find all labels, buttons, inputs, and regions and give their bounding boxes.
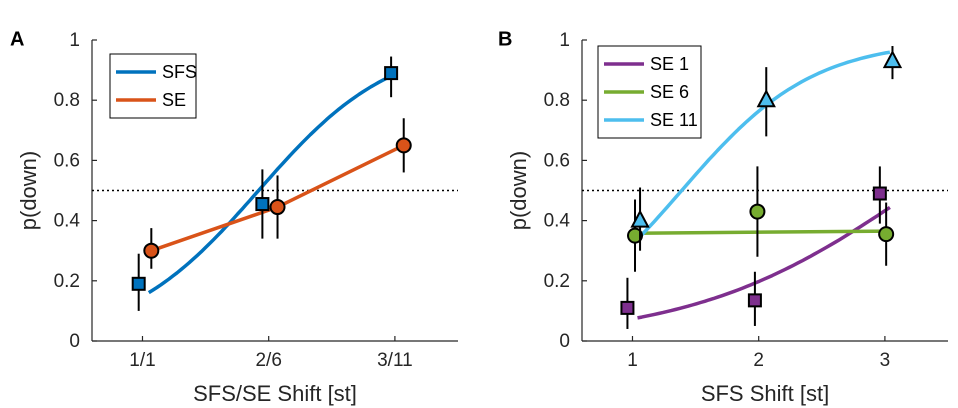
data-point-sfs [131,276,146,291]
panel-a: A 0 0.2 0.4 0.6 0.8 1 1/1 2/6 3/11 SFS/SE Shift [s… [10,28,458,406]
data-point-se-11 [630,209,650,228]
x-tick-label: 3 [880,350,891,371]
x-tick-label: 1 [627,350,638,371]
legend-label: SFS [162,62,197,82]
y-tick-label: 0 [559,331,570,352]
x-tick-label: 2/6 [255,350,281,371]
legend-label: SE [162,90,186,110]
legend-label: SE 11 [650,110,698,130]
fit-line-se-1 [637,205,891,320]
data-point-se-6 [627,227,644,244]
data-point-sfs [255,197,270,212]
x-axis-label: SFS/SE Shift [st] [193,381,357,406]
legend-label: SE 1 [650,54,689,74]
data-point-se [143,242,160,259]
panel-letter: A [10,28,24,50]
data-point-sfs [384,66,399,81]
x-tick-label: 1/1 [129,350,155,371]
y-tick-label: 0.2 [54,271,80,292]
y-tick-label: 1 [559,30,570,51]
y-tick-label: 0 [69,331,80,352]
panel-letter: B [498,28,512,50]
fit-line-sfs [147,74,392,295]
data-point-se-1 [747,293,762,308]
data-point-se [269,199,286,216]
x-tick-label: 2 [753,350,764,371]
data-point-se-11 [882,49,903,69]
y-tick-label: 0.2 [544,271,570,292]
data-point-se [395,137,412,154]
data-point-se-6 [878,226,895,243]
legend-box [109,53,197,119]
fit-line-se-6 [634,229,890,235]
y-tick-label: 0.4 [544,211,571,232]
y-tick-label: 0.6 [544,150,570,171]
x-axis-label: SFS Shift [st] [701,381,829,406]
y-tick-label: 0.8 [544,90,570,111]
data-point-se-1 [620,300,635,315]
x-tick-label: 3/11 [377,350,413,371]
y-tick-label: 0.4 [54,211,81,232]
data-point-se-1 [872,186,887,201]
data-point-se-6 [749,203,766,220]
panel-b: B 0 0.2 0.4 0.6 0.8 1 1 2 3 SFS Shift [st] p(down) S… [498,28,948,406]
y-axis-label: p(down) [16,151,41,230]
y-tick-label: 0.8 [54,90,80,111]
y-tick-label: 0.6 [54,150,80,171]
data-point-se-11 [756,89,776,108]
legend-label: SE 6 [650,82,689,102]
y-axis-label: p(down) [506,151,531,230]
y-tick-label: 1 [69,30,80,51]
